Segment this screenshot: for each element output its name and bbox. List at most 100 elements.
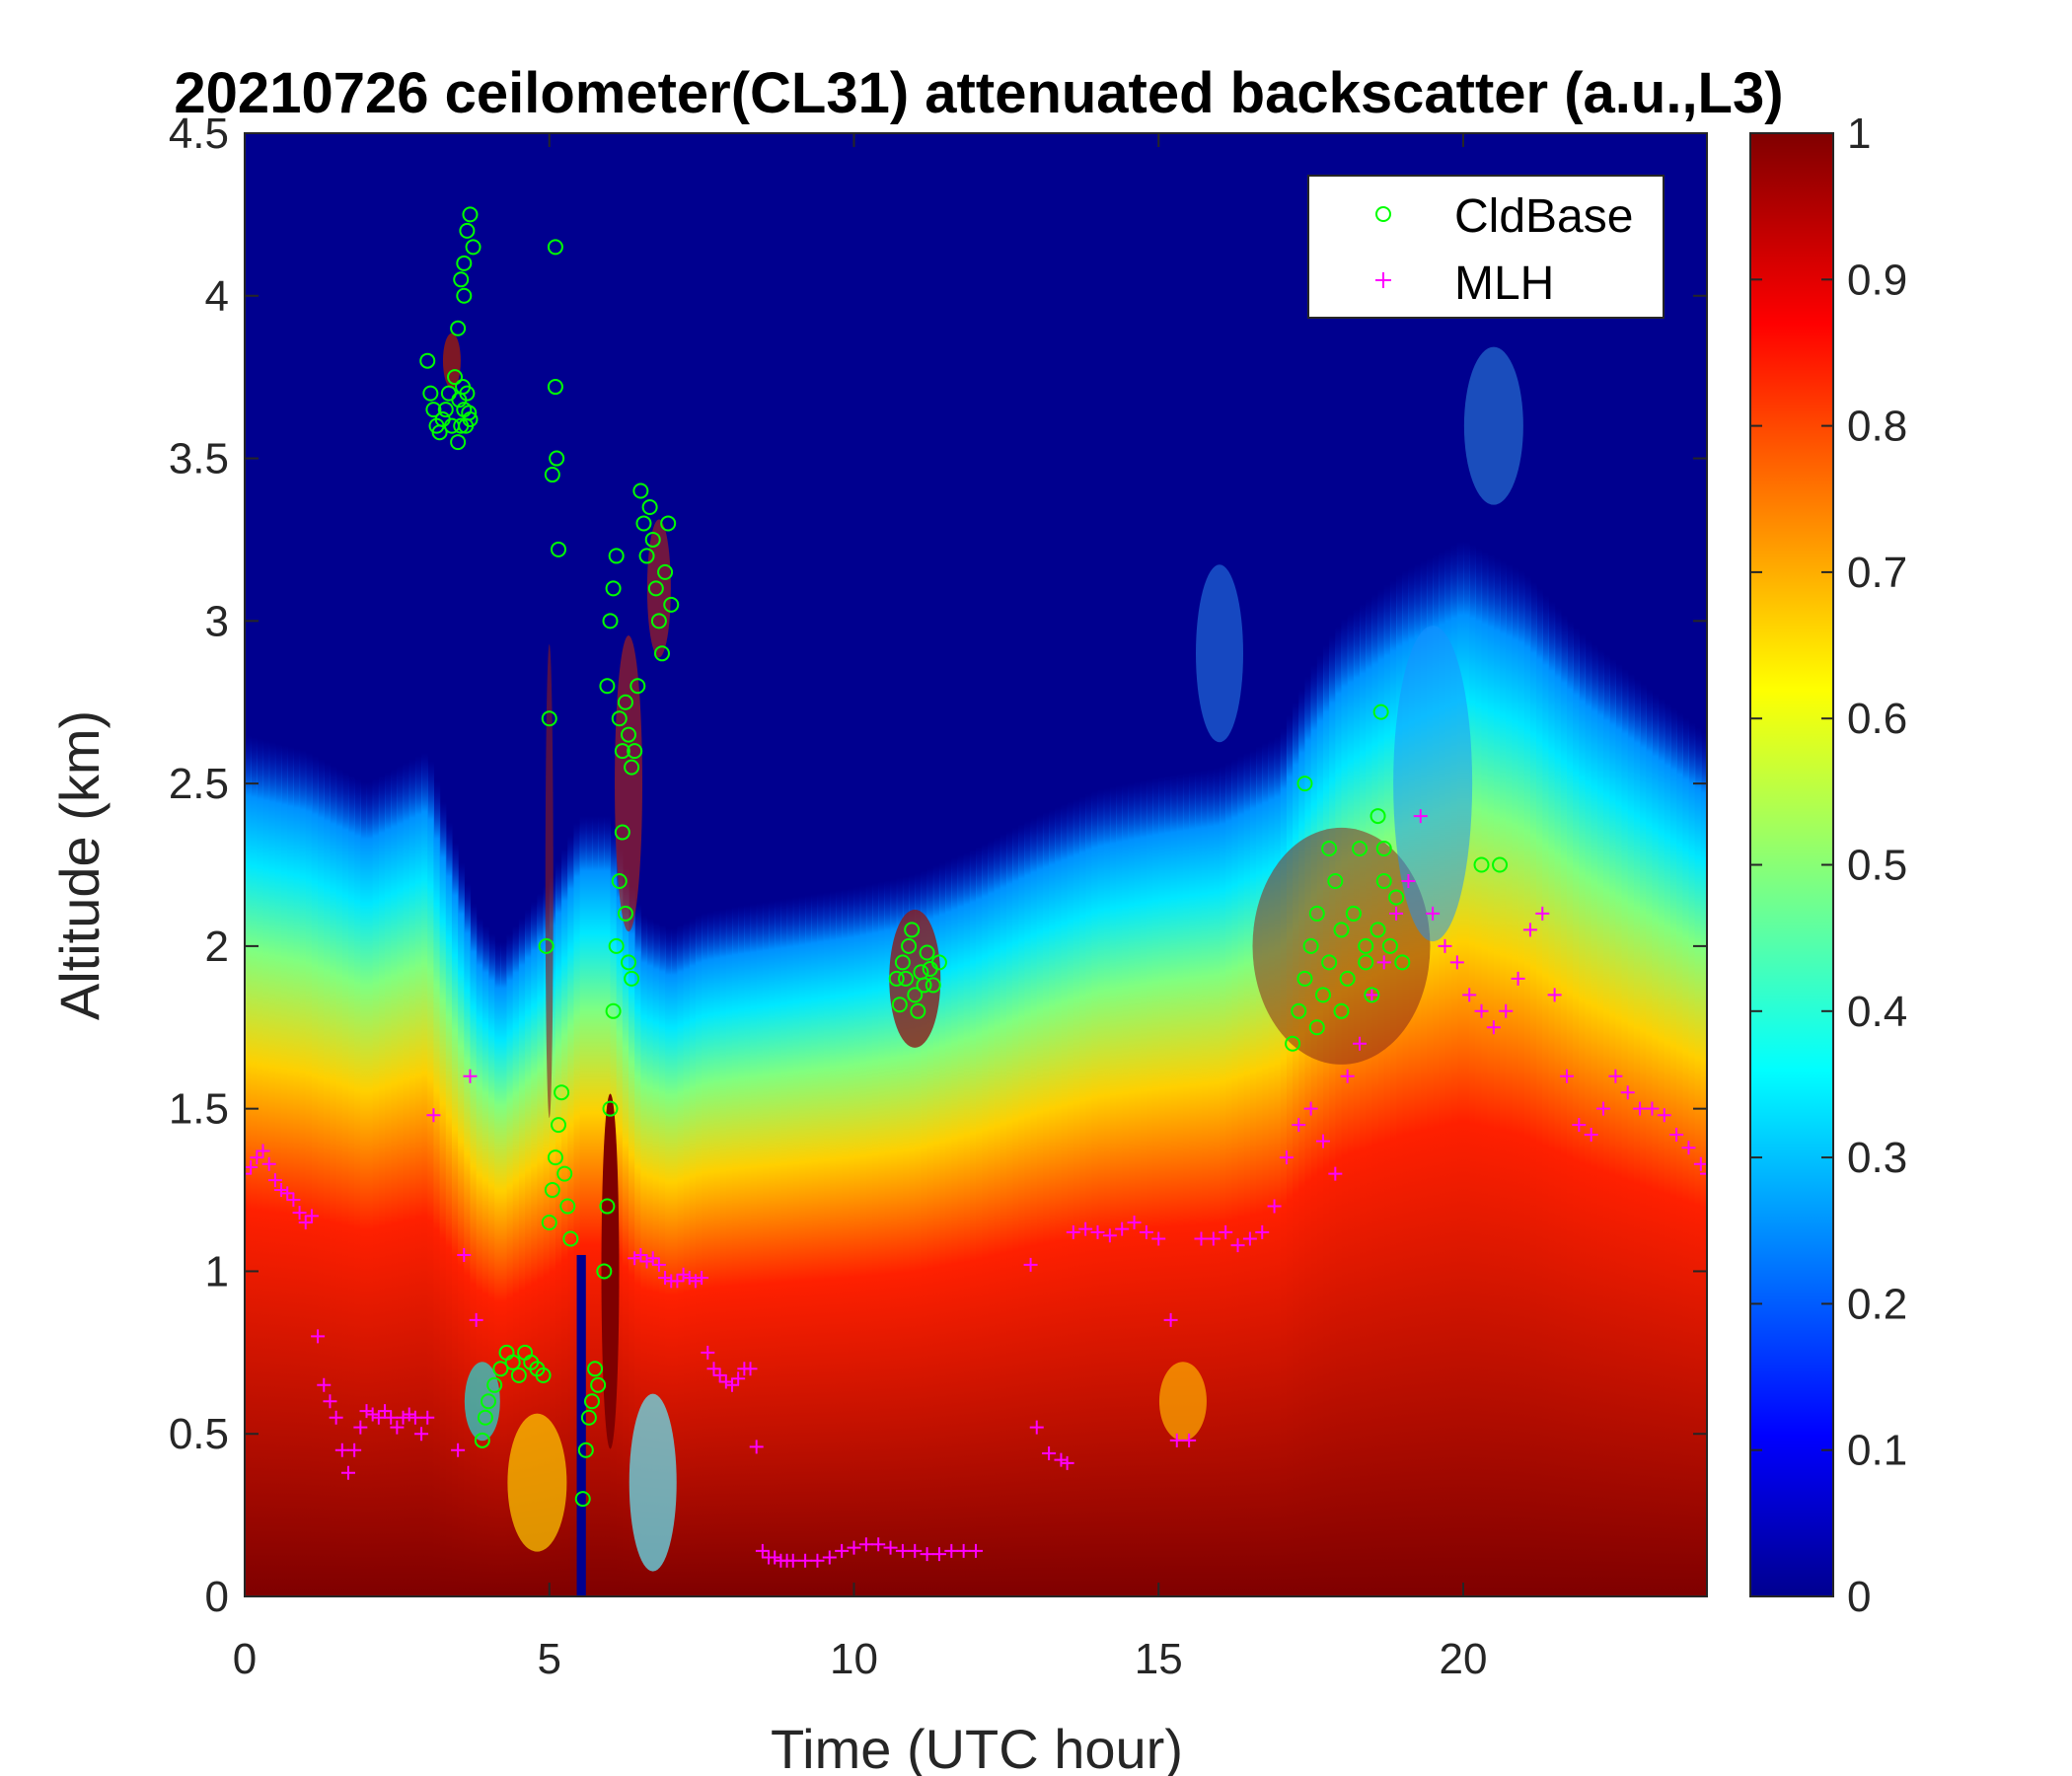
- heatmap-column: [1347, 613, 1355, 1596]
- heatmap-column: [957, 854, 965, 1596]
- colorbar-tick-label: 0: [1847, 1573, 1871, 1621]
- heatmap-column: [330, 765, 337, 1596]
- cldbase-point: [1339, 970, 1356, 987]
- mlh-point: [1645, 1101, 1660, 1116]
- heatmap-column: [762, 901, 770, 1596]
- heatmap-column: [1329, 635, 1336, 1596]
- heatmap-column: [1450, 544, 1458, 1596]
- heatmap-column: [982, 844, 989, 1596]
- heatmap-column: [421, 752, 428, 1596]
- heatmap-column: [665, 927, 672, 1596]
- mlh-point: [1169, 1433, 1184, 1447]
- mlh-point: [292, 1206, 307, 1221]
- colorbar: [1749, 132, 1834, 1597]
- heatmap-column: [1286, 714, 1294, 1596]
- cldbase-point: [650, 613, 667, 629]
- y-tick-label: 3.5: [169, 435, 229, 483]
- heatmap-column: [725, 908, 733, 1596]
- heatmap-column: [245, 735, 252, 1596]
- y-tick-label: 3: [205, 597, 229, 645]
- cldbase-point: [544, 1182, 560, 1199]
- mlh-point: [920, 1547, 934, 1562]
- cldbase-point: [1321, 841, 1338, 857]
- heatmap-column: [1493, 557, 1501, 1596]
- heatmap-column: [561, 849, 568, 1596]
- heatmap-column: [1444, 548, 1452, 1596]
- cldbase-point: [617, 905, 633, 922]
- mlh-point: [1462, 988, 1477, 1002]
- heatmap-column: [695, 915, 703, 1596]
- heatmap-column: [817, 893, 825, 1596]
- heatmap-column: [445, 822, 453, 1596]
- heatmap-column: [1609, 659, 1616, 1596]
- cldbase-point: [910, 1002, 926, 1019]
- heatmap-column: [769, 900, 776, 1596]
- heatmap-column: [945, 859, 952, 1596]
- mlh-point: [931, 1547, 946, 1562]
- mlh-point: [1522, 923, 1537, 937]
- heatmap-column: [1055, 806, 1063, 1596]
- heatmap-column: [293, 748, 301, 1596]
- mlh-point: [1438, 938, 1452, 953]
- heatmap-column: [1091, 791, 1099, 1596]
- mlh-point: [1584, 1128, 1598, 1143]
- heatmap-column: [1220, 765, 1226, 1596]
- mlh-point: [651, 1257, 666, 1272]
- mlh-point: [1449, 955, 1464, 970]
- legend-cldbase-label: CldBase: [1454, 190, 1633, 243]
- chart-title: 20210726 ceilometer(CL31) attenuated bac…: [174, 61, 1783, 125]
- colorbar-tick-label: 0.9: [1847, 256, 1907, 304]
- mlh-point: [329, 1410, 343, 1425]
- mlh-point: [1255, 1224, 1270, 1239]
- plot-frame: [244, 132, 1708, 1597]
- heatmap-column: [1627, 673, 1635, 1596]
- colorbar-tick-label: 0.3: [1847, 1134, 1907, 1182]
- signal-dropout: [576, 1254, 586, 1596]
- cldbase-point: [624, 970, 640, 987]
- cldbase-point: [459, 222, 476, 239]
- y-tick-label: 0: [205, 1573, 229, 1621]
- x-axis-label: Time (UTC hour): [771, 1718, 1183, 1776]
- mlh-point: [1389, 906, 1404, 921]
- heatmap-column: [1293, 702, 1299, 1596]
- mlh-point: [1279, 1150, 1294, 1165]
- heatmap-column: [1237, 756, 1245, 1596]
- heatmap-column: [311, 756, 319, 1596]
- mlh-point: [743, 1362, 758, 1376]
- cloud-feature: [1393, 626, 1473, 942]
- mlh-point: [340, 1465, 355, 1480]
- heatmap-column: [1304, 676, 1312, 1596]
- mlh-point: [822, 1550, 837, 1565]
- heatmap-column: [335, 769, 343, 1596]
- mlh-point: [1413, 809, 1428, 824]
- heatmap-column: [1341, 618, 1349, 1596]
- heatmap-column: [354, 778, 361, 1596]
- heatmap-column: [274, 743, 282, 1596]
- mlh-series: [245, 809, 1707, 1568]
- heatmap-column: [512, 925, 520, 1596]
- cldbase-point: [641, 498, 658, 515]
- heatmap-column: [775, 899, 781, 1596]
- cldbase-point: [1492, 856, 1509, 873]
- heatmap-column: [629, 884, 635, 1596]
- heatmap-column: [865, 884, 873, 1596]
- colorbar-ticks: 0 0.1 0.2 0.3 0.4 0.5 0.6 0.7 0.8 0.9 1: [1750, 110, 1907, 1621]
- mlh-point: [402, 1407, 416, 1422]
- mlh-point: [1681, 1141, 1696, 1155]
- heatmap-column: [1439, 551, 1446, 1596]
- mlh-point: [390, 1420, 405, 1435]
- heatmap-column: [1164, 776, 1172, 1596]
- mlh-point: [883, 1540, 898, 1555]
- heatmap-column: [622, 864, 629, 1596]
- mlh-point: [1029, 1420, 1044, 1435]
- cldbase-point: [660, 515, 677, 532]
- heatmap-column: [792, 896, 800, 1596]
- cldbase-point: [425, 402, 442, 418]
- heatmap-column: [890, 879, 898, 1596]
- heatmap-column: [324, 762, 332, 1596]
- heatmap-column: [902, 876, 910, 1596]
- heatmap-column: [1042, 812, 1050, 1596]
- heatmap-column: [1633, 678, 1641, 1596]
- heatmap-column: [341, 772, 349, 1596]
